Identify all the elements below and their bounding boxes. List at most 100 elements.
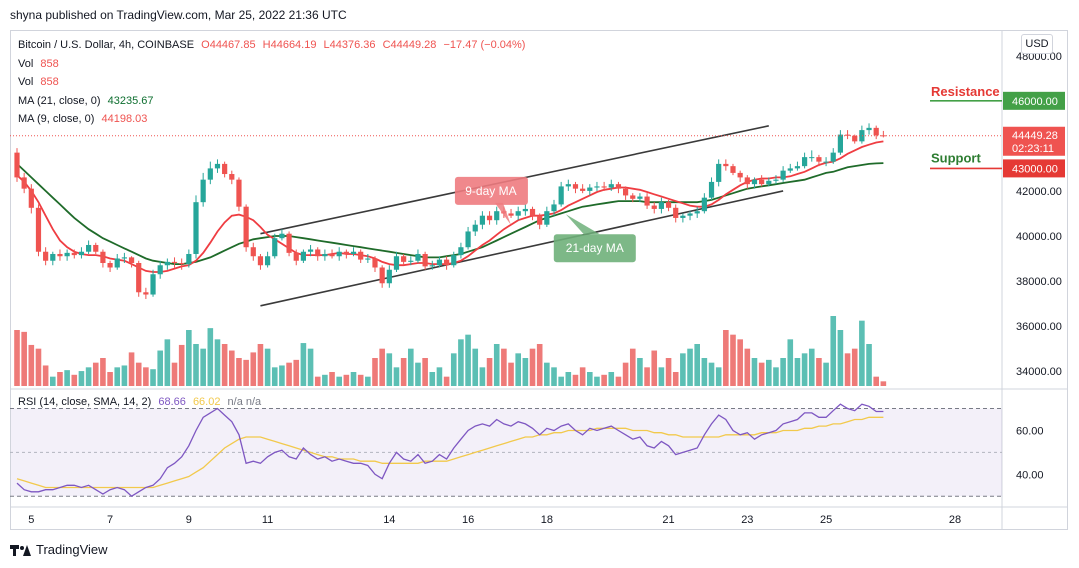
candle-body [300, 251, 306, 261]
currency-button[interactable]: USD [1021, 34, 1053, 54]
candle-body [171, 261, 178, 263]
candle-body [100, 251, 106, 263]
channel-lower-line [260, 190, 784, 307]
candle-body [78, 251, 85, 256]
volume-bar [279, 365, 285, 386]
ma9-label[interactable]: MA (9, close, 0) [18, 113, 95, 125]
rsi-label[interactable]: RSI (14, close, SMA, 14, 2) [18, 396, 152, 408]
volume-bar [601, 374, 607, 386]
ma21-line [16, 162, 884, 265]
volume-bar [708, 362, 715, 386]
volume-bar [672, 372, 679, 386]
candle-body [687, 213, 693, 216]
annotation-21day-pointer [565, 214, 600, 235]
candle-body [837, 134, 843, 153]
candle-body [257, 256, 264, 266]
candle-body [465, 231, 471, 248]
last-price-label: 44449.28 [1012, 130, 1058, 142]
candle-body [121, 257, 127, 259]
candle-body [522, 208, 528, 212]
volume-bar [529, 348, 536, 386]
vol-label[interactable]: Vol [18, 76, 34, 88]
candle-body [644, 196, 650, 206]
brand-name: TradingView [36, 542, 108, 557]
ohlc-change: −17.47 (−0.04%) [443, 39, 526, 51]
time-tick-label: 16 [462, 514, 474, 526]
volume-bar [844, 353, 851, 386]
candle-body [673, 207, 679, 218]
publisher-line: shyna published on TradingView.com, Mar … [10, 8, 347, 22]
volume-bar [307, 348, 314, 386]
volume-bar [715, 367, 722, 386]
volume-bar [873, 376, 879, 386]
candle-body [830, 152, 836, 162]
candle-body [14, 152, 20, 178]
candle-body [780, 170, 786, 180]
volume-bar [350, 372, 357, 386]
candle-body [558, 186, 564, 205]
volume-bar [343, 374, 350, 386]
volume-bar [472, 348, 479, 386]
annotation-9day-pointer [494, 202, 511, 225]
volume-bar [866, 344, 872, 386]
symbol-label[interactable]: Bitcoin / U.S. Dollar, 4h, COINBASE [18, 39, 195, 51]
volume-bar [92, 362, 99, 386]
support-label: 43000.00 [1012, 163, 1058, 175]
candle-body [766, 180, 772, 185]
candle-body [408, 260, 414, 262]
time-tick-label: 18 [541, 514, 553, 526]
chart-legend: Bitcoin / U.S. Dollar, 4h, COINBASE O444… [18, 36, 525, 129]
volume-bar [114, 367, 121, 386]
footer-brand[interactable]: TradingView [10, 542, 108, 557]
volume-bar [121, 365, 128, 386]
price-tick-label: 40000.00 [1016, 231, 1062, 243]
rsi-legend: RSI (14, close, SMA, 14, 2) 68.66 66.02 … [18, 396, 261, 408]
volume-bar [100, 358, 106, 386]
last-price-tag [1003, 126, 1065, 156]
volume-bar [264, 348, 271, 386]
candle-body [565, 184, 571, 187]
legend-ma9-row: MA (9, close, 0) 44198.03 [18, 110, 525, 129]
volume-bar [207, 328, 214, 386]
volume-bar [415, 362, 421, 386]
candle-body [844, 134, 851, 136]
vol-label[interactable]: Vol [18, 57, 34, 70]
time-tick-label: 28 [949, 514, 961, 526]
candle-body [859, 130, 865, 142]
candle-body [444, 259, 450, 266]
volume-bar [336, 376, 342, 386]
ma21-value: 43235.67 [107, 94, 154, 107]
ohlc-high: H44664.19 [262, 39, 317, 51]
candle-body [186, 253, 192, 265]
candle-body [787, 168, 793, 171]
volume-bar [579, 367, 586, 386]
volume-bar [221, 344, 228, 386]
volume-bar [629, 348, 636, 386]
ma21-label[interactable]: MA (21, close, 0) [18, 94, 101, 107]
candle-body [486, 215, 493, 221]
candle-body [544, 211, 550, 225]
vol-value: 858 [40, 76, 59, 88]
candle-body [572, 184, 579, 189]
candle-body [744, 177, 750, 185]
rsi-tick-label: 60.00 [1016, 425, 1044, 437]
volume-bar [171, 362, 178, 386]
volume-bar [615, 376, 622, 386]
volume-bar [236, 358, 242, 386]
rsi-line [16, 403, 884, 498]
volume-bar [680, 353, 686, 386]
time-tick-label: 9 [186, 514, 192, 526]
volume-bar [508, 362, 514, 386]
candle-body [293, 252, 299, 261]
candle-body [86, 244, 92, 252]
volume-bar [701, 358, 708, 386]
candle-body [608, 184, 614, 188]
volume-bar [128, 352, 135, 386]
candle-body [551, 204, 557, 212]
volume-bar [830, 316, 837, 386]
time-tick-label: 23 [741, 514, 753, 526]
volume-bar [880, 381, 887, 386]
resistance-tag [1003, 91, 1065, 110]
volume-bar [773, 367, 779, 386]
